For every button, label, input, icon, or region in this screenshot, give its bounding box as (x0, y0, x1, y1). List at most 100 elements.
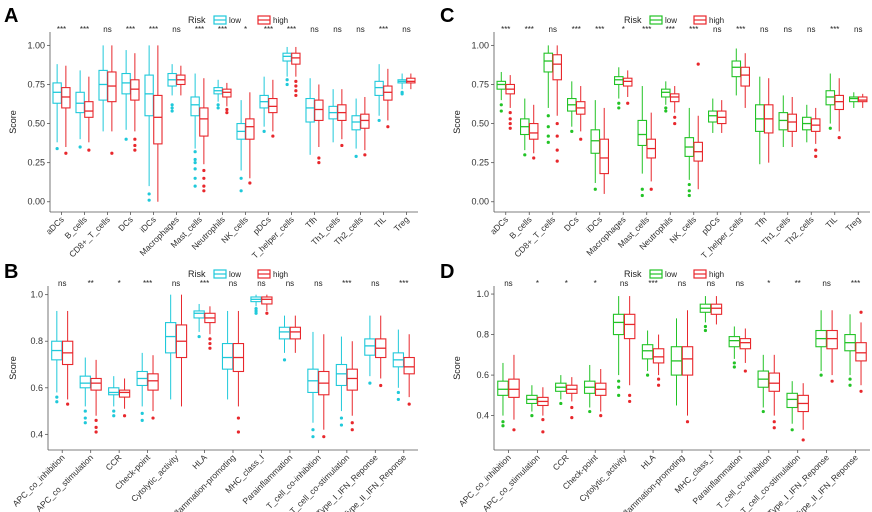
significance-label: * (622, 25, 625, 34)
y-tick-label: 0.6 (476, 370, 489, 380)
outlier-point (732, 361, 736, 365)
significance-label: ns (678, 279, 686, 288)
outlier-point (271, 134, 275, 138)
outlier-point (640, 193, 644, 198)
outlier-point (772, 426, 776, 430)
panel-letter: B (4, 261, 18, 283)
box-high (787, 96, 797, 148)
significance-label: * (118, 279, 121, 288)
box-high (199, 78, 209, 193)
significance-label: *** (149, 25, 158, 34)
outlier-point (555, 134, 559, 138)
outlier-point (216, 106, 220, 110)
legend-title: Risk (624, 15, 642, 25)
significance-label: *** (287, 25, 296, 34)
box-low (670, 318, 683, 406)
outlier-point (696, 62, 700, 66)
significance-label: ns (310, 25, 318, 34)
outlier-point (133, 137, 137, 141)
outlier-point (317, 161, 321, 165)
box-low (661, 81, 671, 113)
box-iqr (314, 99, 324, 121)
outlier-point (294, 84, 298, 88)
outlier-point (703, 328, 708, 333)
box-iqr (364, 338, 376, 356)
significance-label: *** (80, 25, 89, 34)
outlier-point (645, 373, 650, 377)
box-iqr (222, 88, 232, 98)
box-iqr (164, 322, 177, 354)
box-iqr (496, 80, 507, 90)
box-high (61, 65, 71, 155)
outlier-point (122, 414, 127, 418)
box-high (855, 310, 867, 393)
outlier-point (254, 311, 258, 315)
significance-label: ** (795, 279, 801, 288)
box-high (508, 354, 520, 432)
significance-label: ns (620, 279, 628, 288)
outlier-point (83, 421, 87, 425)
outlier-point (311, 435, 315, 439)
outlier-point (282, 358, 287, 362)
box-iqr (728, 336, 741, 348)
significance-label: * (594, 279, 597, 288)
box-high (693, 62, 703, 190)
outlier-point (285, 78, 289, 82)
box-iqr (612, 313, 625, 336)
significance-label: *** (525, 25, 534, 34)
box-iqr (130, 79, 140, 101)
outlier-point (110, 151, 114, 155)
outlier-point (859, 310, 863, 314)
outlier-point (94, 418, 98, 422)
box-high (669, 86, 680, 126)
box-iqr (291, 52, 301, 65)
box-low (364, 315, 376, 385)
significance-label: *** (399, 279, 408, 288)
significance-label: ns (333, 25, 341, 34)
box-iqr (857, 96, 868, 103)
outlier-point (236, 416, 241, 420)
y-axis-label: Score (8, 356, 18, 380)
box-low (844, 314, 856, 387)
outlier-point (814, 154, 818, 158)
y-tick-label: 1.0 (476, 289, 489, 299)
box-iqr (661, 88, 671, 98)
outlier-point (193, 184, 197, 188)
significance-label: *** (572, 25, 581, 34)
outlier-point (225, 111, 229, 115)
outlier-point (254, 307, 258, 311)
outlier-point (570, 129, 574, 133)
outlier-point (617, 379, 621, 383)
box-iqr (98, 69, 108, 101)
box-high (291, 46, 301, 98)
box-high (552, 45, 562, 163)
outlier-point (350, 421, 354, 425)
outlier-point (363, 153, 367, 157)
outlier-point (193, 150, 197, 154)
significance-label: *** (851, 279, 860, 288)
box-iqr (245, 118, 255, 140)
significance-label: *** (648, 279, 657, 288)
outlier-point (396, 397, 400, 402)
significance-label: * (767, 279, 770, 288)
outlier-point (66, 402, 70, 406)
y-tick-label: 0.50 (27, 119, 45, 129)
box-high (763, 78, 774, 163)
box-iqr (121, 72, 131, 95)
legend-label-low: low (229, 270, 241, 279)
box-high (710, 296, 723, 325)
y-tick-label: 0.00 (471, 197, 489, 207)
significance-label: *** (379, 25, 388, 34)
box-iqr (406, 77, 416, 84)
outlier-point (208, 341, 212, 346)
box-iqr (351, 115, 361, 131)
significance-label: * (244, 25, 247, 34)
outlier-point (317, 156, 321, 160)
outlier-point (555, 159, 559, 163)
outlier-point (790, 428, 794, 432)
box-high (222, 82, 232, 115)
outlier-point (617, 393, 621, 397)
outlier-point (197, 334, 201, 339)
y-tick-label: 1.00 (27, 40, 45, 50)
outlier-point (193, 157, 197, 162)
